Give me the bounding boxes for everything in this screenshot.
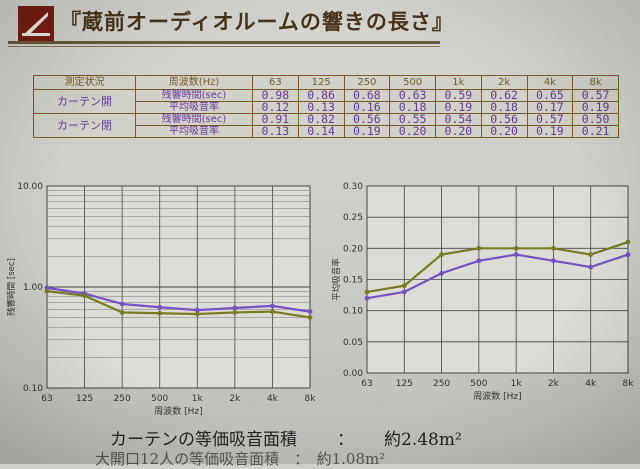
x-axis-title: 周波数 [Hz] bbox=[154, 405, 202, 417]
data-point bbox=[551, 245, 556, 251]
x-tick-label: 4k bbox=[585, 379, 597, 389]
y-tick-label: 10.00 bbox=[17, 182, 43, 192]
data-point bbox=[307, 309, 313, 315]
data-point bbox=[270, 303, 275, 309]
data-point bbox=[364, 289, 370, 295]
x-tick-label: 2k bbox=[229, 394, 241, 404]
measure-label: 残響時間(sec) bbox=[135, 89, 253, 102]
measurement-table: 測定状況 周波数(Hz) 63 125 250 500 1k 2k 4k 8k カーテン開 残響時間(… bbox=[33, 75, 619, 138]
data-point bbox=[157, 304, 163, 310]
x-tick-label: 8k bbox=[623, 379, 635, 389]
series-line-1 bbox=[366, 241, 629, 294]
curtain-absorption-value: 約2.48m² bbox=[384, 430, 462, 450]
separator-colon: ： bbox=[337, 430, 354, 450]
table-row: 平均吸音率 0.12 0.13 0.16 0.18 0.19 0.18 0.17 0.19 bbox=[34, 101, 619, 114]
data-point bbox=[364, 295, 370, 301]
value-cell: 0.20 bbox=[389, 125, 436, 138]
data-point bbox=[551, 258, 556, 264]
measure-label: 平均吸音率 bbox=[135, 125, 253, 138]
title-rule bbox=[8, 41, 440, 44]
x-tick-label: 4k bbox=[267, 394, 279, 404]
table-row: 平均吸音率 0.13 0.14 0.19 0.20 0.20 0.20 0.19 0.21 bbox=[34, 125, 619, 138]
x-tick-label: 63 bbox=[41, 394, 52, 404]
x-tick-label: 8k bbox=[305, 394, 317, 404]
data-point bbox=[439, 252, 444, 257]
slide-title: 『蔵前オーディオルームの響きの長さ』 bbox=[60, 9, 454, 34]
data-point bbox=[157, 310, 163, 316]
data-point bbox=[476, 245, 482, 251]
data-point bbox=[307, 315, 313, 320]
title-rule-thin bbox=[8, 46, 440, 47]
y-axis-title: 残響時間 [sec] bbox=[6, 258, 17, 316]
x-axis-title: 周波数 [Hz] bbox=[473, 390, 521, 402]
data-point bbox=[232, 305, 238, 311]
data-point bbox=[270, 309, 275, 315]
x-tick-label: 2k bbox=[548, 379, 560, 389]
value-cell: 0.13 bbox=[252, 125, 299, 138]
x-tick-label: 250 bbox=[114, 394, 131, 404]
x-tick-label: 125 bbox=[396, 379, 413, 389]
header-condition: 測定状況 bbox=[33, 75, 136, 90]
value-cell: 0.21 bbox=[572, 125, 619, 138]
value-cell: 0.19 bbox=[343, 125, 391, 138]
data-point bbox=[625, 252, 631, 257]
y-tick-label: 0.05 bbox=[343, 338, 363, 348]
value-cell: 0.14 bbox=[297, 125, 345, 138]
header-frequency: 周波数(Hz) bbox=[135, 75, 253, 90]
x-tick-label: 1k bbox=[511, 379, 523, 389]
y-tick-label: 0.00 bbox=[343, 369, 363, 379]
data-point bbox=[232, 310, 238, 315]
y-tick-label: 0.30 bbox=[343, 182, 363, 192]
value-cell: 0.20 bbox=[435, 125, 482, 138]
data-point bbox=[119, 301, 125, 307]
x-tick-label: 1k bbox=[192, 394, 204, 404]
x-tick-label: 63 bbox=[361, 379, 372, 389]
condition-cell: カーテン閉 bbox=[33, 113, 136, 138]
table-row: カーテン開 残響時間(sec) 0.98 0.86 0.68 0.63 0.59 0.62 0.… bbox=[33, 89, 619, 114]
data-point bbox=[401, 289, 407, 295]
measure-label: 平均吸音率 bbox=[135, 101, 253, 114]
x-tick-label: 125 bbox=[76, 394, 93, 404]
y-tick-label: 0.10 bbox=[23, 384, 43, 394]
y-axis-title: 平均吸音率 bbox=[331, 258, 342, 301]
x-tick-label: 500 bbox=[151, 394, 168, 404]
data-point bbox=[194, 311, 200, 317]
x-tick-label: 250 bbox=[433, 379, 450, 389]
data-point bbox=[513, 252, 519, 257]
data-point bbox=[625, 239, 631, 245]
data-point bbox=[194, 307, 200, 313]
data-point bbox=[82, 293, 87, 299]
curtain-absorption-label: カーテンの等価吸音面積 bbox=[110, 430, 297, 450]
opening-absorption-area: 大開口12人の等価吸音面積 ： 約1.08m² bbox=[95, 450, 386, 468]
value-cell: 0.20 bbox=[480, 125, 528, 138]
y-tick-label: 0.10 bbox=[343, 307, 363, 317]
series-line-1 bbox=[46, 290, 311, 319]
curtain-absorption-area: カーテンの等価吸音面積 ： 約2.48m² bbox=[110, 425, 462, 450]
y-tick-label: 0.20 bbox=[343, 244, 363, 254]
data-point bbox=[119, 310, 125, 315]
data-point bbox=[588, 264, 594, 270]
data-point bbox=[44, 288, 50, 294]
series-line-0 bbox=[366, 253, 629, 300]
y-tick-label: 0.15 bbox=[343, 276, 363, 286]
logo-icon bbox=[18, 6, 54, 42]
data-point bbox=[513, 245, 519, 251]
y-tick-label: 1.00 bbox=[23, 283, 43, 293]
value-cell: 0.19 bbox=[526, 125, 574, 138]
data-point bbox=[588, 252, 594, 257]
series-line-0 bbox=[46, 286, 311, 313]
condition-cell: カーテン開 bbox=[33, 89, 136, 114]
data-point bbox=[439, 270, 444, 276]
x-tick-label: 500 bbox=[470, 379, 487, 389]
measure-label: 残響時間(sec) bbox=[135, 113, 253, 126]
data-point bbox=[401, 283, 407, 289]
y-tick-label: 0.25 bbox=[343, 213, 363, 223]
data-point bbox=[476, 258, 482, 264]
